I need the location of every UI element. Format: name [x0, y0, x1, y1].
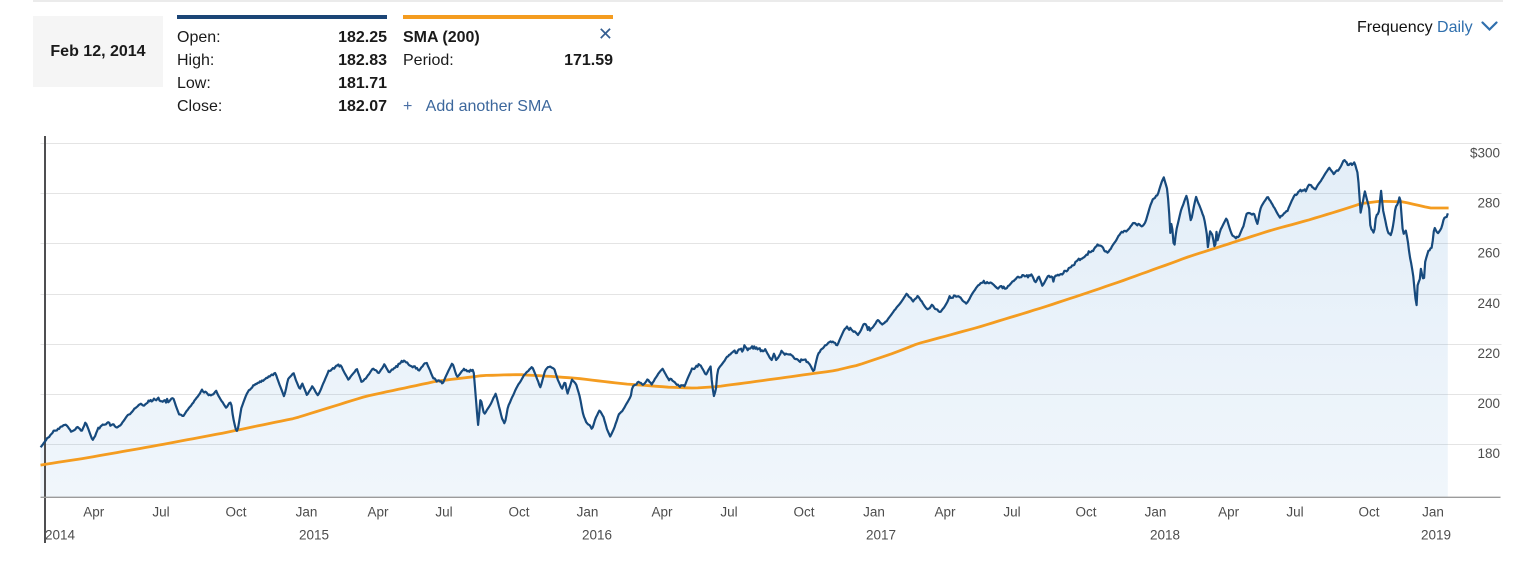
svg-text:260: 260	[1477, 246, 1500, 261]
svg-text:2014: 2014	[45, 528, 76, 543]
svg-text:Jan: Jan	[296, 505, 318, 520]
svg-text:Apr: Apr	[367, 505, 389, 520]
svg-text:Oct: Oct	[508, 505, 529, 520]
svg-text:Apr: Apr	[83, 505, 105, 520]
svg-text:Jul: Jul	[152, 505, 169, 520]
svg-text:Apr: Apr	[934, 505, 956, 520]
svg-text:Jan: Jan	[577, 505, 599, 520]
svg-text:Oct: Oct	[1075, 505, 1096, 520]
svg-text:2015: 2015	[299, 528, 329, 543]
svg-text:200: 200	[1477, 396, 1500, 411]
svg-text:Jul: Jul	[720, 505, 737, 520]
svg-text:$300: $300	[1470, 145, 1500, 160]
svg-text:Jan: Jan	[863, 505, 885, 520]
svg-text:Oct: Oct	[793, 505, 814, 520]
svg-text:Jan: Jan	[1145, 505, 1167, 520]
svg-text:280: 280	[1477, 196, 1500, 211]
svg-text:220: 220	[1477, 346, 1500, 361]
svg-text:2016: 2016	[582, 528, 612, 543]
svg-text:Apr: Apr	[1218, 505, 1240, 520]
svg-text:2017: 2017	[866, 528, 896, 543]
svg-text:Oct: Oct	[1358, 505, 1379, 520]
svg-text:2018: 2018	[1150, 528, 1180, 543]
svg-text:Jul: Jul	[1286, 505, 1303, 520]
svg-text:180: 180	[1477, 446, 1500, 461]
svg-text:Jul: Jul	[435, 505, 452, 520]
svg-text:Jul: Jul	[1003, 505, 1020, 520]
svg-text:2019: 2019	[1421, 528, 1451, 543]
svg-text:Apr: Apr	[651, 505, 673, 520]
svg-text:240: 240	[1477, 296, 1500, 311]
svg-text:Oct: Oct	[225, 505, 246, 520]
svg-text:Jan: Jan	[1422, 505, 1444, 520]
